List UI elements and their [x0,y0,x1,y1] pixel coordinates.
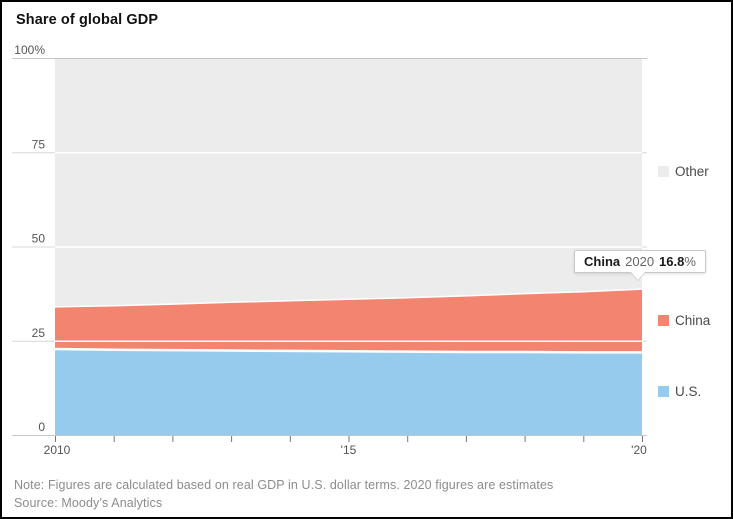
legend-swatch-us [658,386,669,397]
legend-item-us: U.S. [658,384,701,399]
svg-text:100%: 100% [14,43,45,57]
legend-item-other: Other [658,164,709,179]
svg-text:0: 0 [38,420,45,434]
tooltip-year: 2020 [625,254,655,269]
svg-text:50: 50 [32,232,46,246]
legend-label-china: China [675,313,711,328]
svg-text:'15: '15 [341,443,357,457]
svg-text:2010: 2010 [44,443,71,457]
svg-text:'20: '20 [631,443,647,457]
chart-source: Source: Moody’s Analytics [14,496,163,510]
legend-swatch-china [658,315,669,326]
chart-note: Note: Figures are calculated based on re… [14,478,554,492]
tooltip-unit: % [684,254,696,269]
legend-item-china: China [658,313,710,328]
hover-tooltip: China 2020 16.8% [574,250,706,281]
legend-label-us: U.S. [675,384,702,399]
legend-label-other: Other [675,164,709,179]
svg-text:25: 25 [32,326,46,340]
tooltip-value: 16.8 [659,254,685,269]
tooltip-series: China [584,254,621,269]
legend-swatch-other [658,166,669,177]
svg-text:75: 75 [32,137,46,151]
chart-title: Share of global GDP [16,12,159,28]
